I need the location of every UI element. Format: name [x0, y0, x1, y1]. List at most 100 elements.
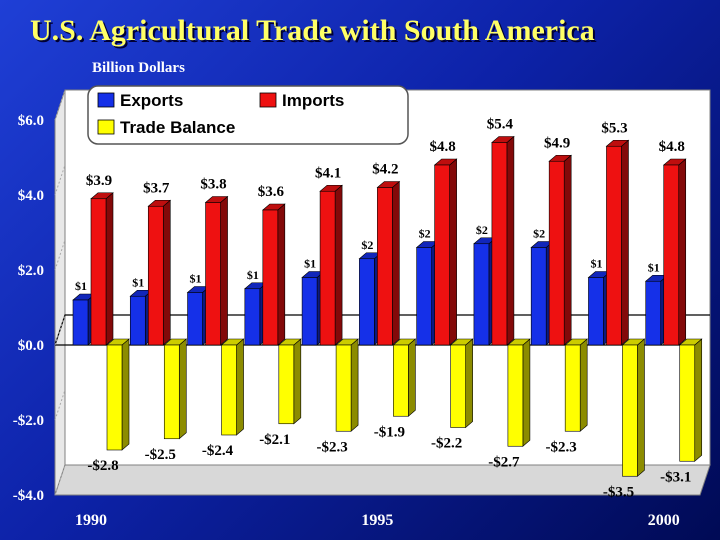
label-imports-1991: $3.7 — [143, 180, 170, 196]
bar-imports-1992 — [204, 195, 229, 346]
y-gridline — [54, 89, 66, 121]
bar-exports-1995-front — [359, 258, 375, 346]
label-balance-1993: -$2.1 — [259, 432, 290, 448]
y-gridline — [54, 164, 66, 196]
data-labels-group: $1 $3.9 -$2.8 $1 $3.7 -$2.5 $1 $3.8 -$2.4 $1 $3.6 -… — [75, 117, 691, 501]
bar-exports-1991-front — [129, 295, 146, 346]
bar-balance-1992 — [220, 338, 245, 436]
bar-exports-2000-front — [645, 280, 662, 346]
bar-balance-1994 — [335, 338, 359, 432]
label-balance-1994: -$2.3 — [316, 439, 347, 455]
bar-balance-1991 — [163, 338, 188, 440]
bar-balance-1996 — [449, 338, 474, 429]
label-balance-1991: -$2.5 — [145, 447, 176, 463]
bar-balance-1990-front — [106, 344, 123, 451]
bar-imports-1998-side — [563, 154, 572, 346]
unit-label: Billion Dollars — [92, 60, 185, 76]
label-exports-1998: $2 — [533, 227, 545, 241]
y-tick-label: $2.0 — [18, 263, 44, 279]
bar-imports-1998 — [548, 154, 572, 346]
label-balance-1990: -$2.8 — [87, 458, 118, 474]
label-exports-1996: $2 — [419, 227, 431, 241]
legend-label-exports: Exports — [120, 91, 183, 110]
label-balance-1999: -$3.5 — [603, 484, 634, 500]
bar-imports-2000 — [662, 158, 687, 346]
label-imports-1999: $5.3 — [601, 120, 627, 136]
bar-balance-1991-front — [163, 344, 180, 440]
bar-balance-1993-side — [293, 338, 302, 425]
bar-balance-1995-front — [393, 344, 409, 417]
bar-imports-1999-front — [606, 145, 622, 346]
bar-imports-1993 — [262, 203, 286, 346]
slide-title: U.S. Agricultural Trade with South Ameri… — [30, 14, 595, 47]
y-gridline — [54, 239, 66, 271]
label-exports-1994: $1 — [304, 257, 316, 271]
label-imports-1990: $3.9 — [86, 173, 112, 189]
label-imports-1998: $4.9 — [544, 135, 570, 151]
bar-exports-1990-front — [72, 299, 89, 346]
y-tick-label: -$2.0 — [13, 413, 44, 429]
bar-imports-1990 — [90, 192, 114, 346]
bar-exports-1996-front — [416, 247, 432, 346]
label-balance-2000: -$3.1 — [660, 469, 691, 485]
bar-imports-1991 — [147, 199, 172, 346]
legend-box — [87, 85, 409, 145]
legend-label-imports: Imports — [282, 91, 344, 110]
bar-balance-1998-front — [564, 344, 581, 432]
bar-imports-2000-front — [663, 164, 680, 346]
y-tick-label: $4.0 — [18, 188, 44, 204]
bar-imports-1996 — [433, 158, 458, 346]
axis-labels-group: $6.0 $4.0 $2.0 $0.0 -$2.0 -$4.0 1990 1995 2000 — [13, 113, 680, 529]
bar-exports-1992-front — [187, 292, 203, 346]
bar-balance-1998 — [564, 338, 588, 432]
bar-imports-1990-front — [90, 198, 107, 346]
bar-exports-1998-front — [530, 247, 547, 346]
bar-imports-1995 — [376, 180, 401, 346]
bar-balance-2000-front — [679, 344, 696, 462]
bar-balance-1997 — [507, 338, 531, 447]
bar-exports-1999-front — [588, 277, 604, 346]
bar-balance-1997-front — [507, 344, 524, 447]
bar-imports-1996-side — [449, 158, 457, 346]
bar-balance-2000 — [678, 338, 703, 462]
bar-imports-1991-side — [162, 199, 171, 346]
bar-imports-1997-side — [506, 135, 515, 346]
label-exports-1993: $1 — [247, 268, 259, 282]
label-balance-1995: -$1.9 — [374, 424, 405, 440]
label-exports-1991: $1 — [132, 275, 144, 289]
bar-imports-1994 — [319, 184, 343, 346]
y-tick-label: $0.0 — [18, 338, 44, 354]
bar-imports-1992-side — [220, 195, 228, 346]
bar-balance-1994-front — [335, 344, 352, 432]
bar-balance-1990-side — [121, 338, 130, 451]
label-imports-1993: $3.6 — [258, 184, 285, 200]
bar-imports-1993-side — [277, 203, 286, 346]
label-exports-1990: $1 — [75, 279, 87, 293]
bar-exports-1993-front — [244, 288, 261, 346]
bar-imports-1997 — [491, 135, 515, 346]
bar-balance-2000-side — [694, 338, 703, 462]
bar-balance-1996-side — [465, 338, 473, 429]
label-exports-1999: $1 — [590, 257, 602, 271]
bar-balance-1995 — [392, 338, 417, 417]
bar-imports-1992-front — [205, 202, 221, 346]
bar-balance-1998-side — [579, 338, 588, 432]
label-imports-2000: $4.8 — [659, 139, 685, 155]
bar-imports-1998-front — [548, 160, 565, 346]
bar-imports-1993-front — [262, 209, 279, 346]
bar-imports-1999-side — [621, 139, 629, 346]
label-balance-1998: -$2.3 — [546, 439, 577, 455]
legend-label-balance: Trade Balance — [120, 118, 235, 137]
bar-balance-1993 — [278, 338, 302, 425]
bar-balance-1992-side — [236, 338, 244, 436]
legend-swatch-balance — [97, 119, 115, 135]
label-imports-1994: $4.1 — [315, 165, 341, 181]
bar-imports-1995-front — [377, 187, 393, 346]
label-imports-1997: $5.4 — [487, 117, 514, 133]
label-exports-1995: $2 — [361, 238, 373, 252]
label-exports-1997: $2 — [476, 223, 488, 237]
y-tick-label: $6.0 — [18, 113, 44, 129]
bar-imports-1991-front — [147, 205, 164, 346]
label-imports-1992: $3.8 — [200, 177, 226, 193]
